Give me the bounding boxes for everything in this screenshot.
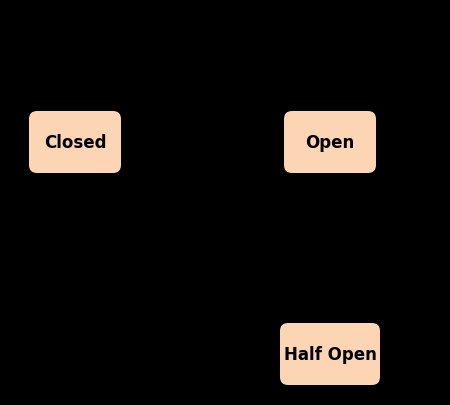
FancyBboxPatch shape [280,323,380,385]
Text: Closed: Closed [44,134,106,151]
FancyBboxPatch shape [29,112,121,174]
Text: Open: Open [306,134,355,151]
FancyBboxPatch shape [284,112,376,174]
Text: Half Open: Half Open [284,345,377,363]
